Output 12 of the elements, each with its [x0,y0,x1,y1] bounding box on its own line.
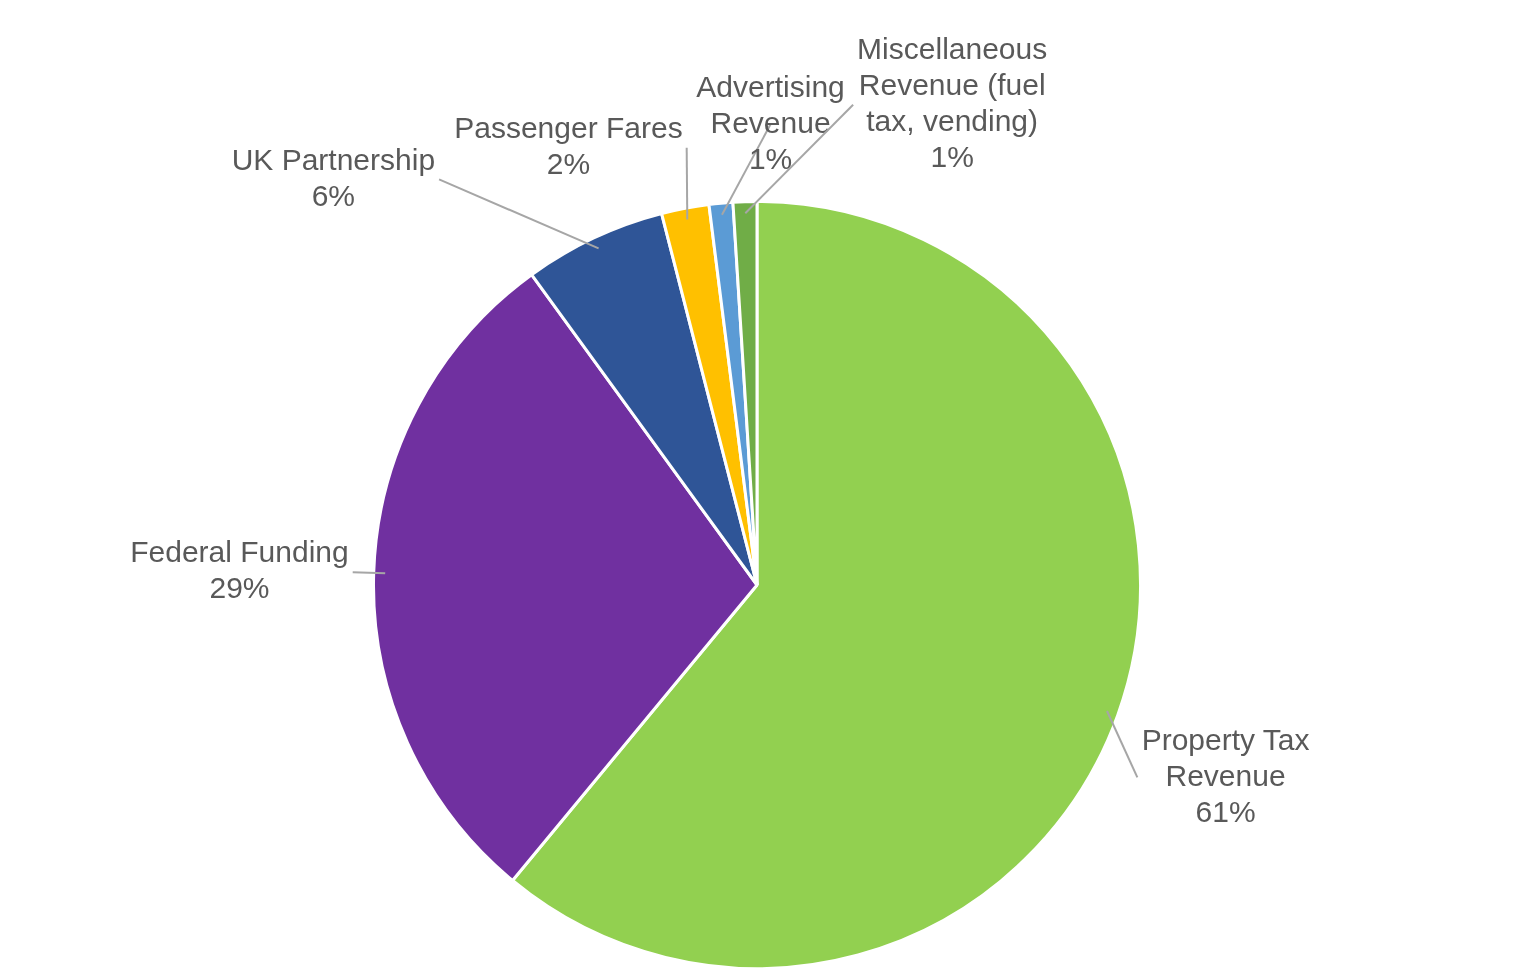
slice-label: Federal Funding [130,535,349,569]
slice-label: UK Partnership [231,142,436,176]
slice-label: Miscellaneous Revenue (fuel tax, vending) [857,31,1048,137]
slice-label: Passenger Fares [454,111,683,144]
data-label: 2% [546,147,591,180]
data-label: 1% [748,141,793,175]
data-label: 1% [930,139,974,173]
slice-label: Advertising Revenue [696,69,845,139]
data-label: 6% [311,178,356,212]
data-label: 61% [1195,794,1256,828]
slice-label: Property Tax Revenue [1141,722,1310,792]
data-label: 29% [209,571,270,605]
